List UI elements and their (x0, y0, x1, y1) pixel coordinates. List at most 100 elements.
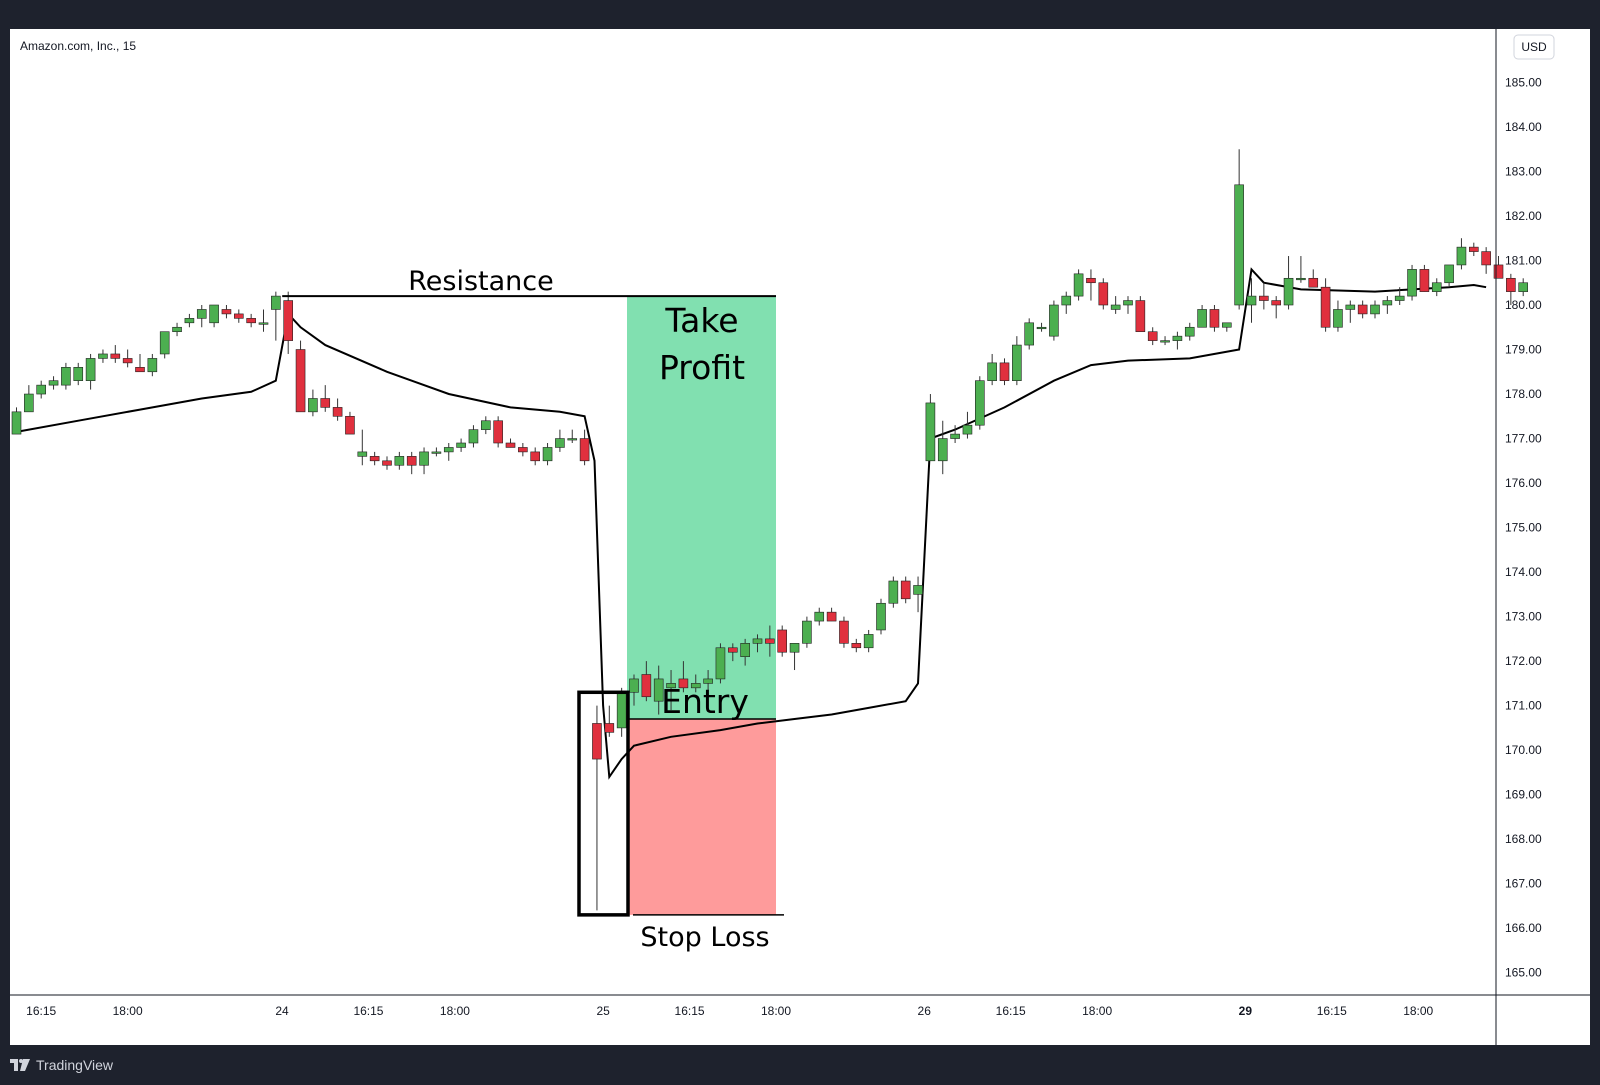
price-tick-label: 175.00 (1505, 521, 1542, 535)
candle (159, 331, 170, 355)
vwap-line (16, 267, 1487, 780)
candle (777, 629, 788, 653)
candle (1073, 273, 1084, 297)
price-tick-label: 183.00 (1505, 164, 1542, 178)
candle (789, 643, 800, 653)
candle (913, 585, 923, 595)
candle (1209, 309, 1220, 328)
candle (1259, 295, 1269, 301)
candle (814, 611, 825, 622)
candle (11, 411, 22, 435)
candle (258, 322, 269, 325)
candle (431, 451, 442, 454)
candle (530, 451, 541, 462)
candle (36, 384, 47, 395)
candle (505, 442, 516, 448)
candle (1456, 246, 1467, 266)
candle (1518, 282, 1528, 292)
stop-loss-zone (627, 719, 776, 915)
candle (1345, 304, 1356, 310)
price-tick-label: 168.00 (1505, 832, 1542, 846)
candle (727, 647, 738, 653)
candle (567, 438, 578, 441)
candle (518, 447, 528, 453)
axes: USD 185.00 184.00 183.00 182.00 181.00 180.00 1… (10, 29, 1590, 1045)
candle (1382, 300, 1393, 306)
candle (616, 691, 627, 729)
candle (641, 674, 652, 698)
candle (61, 367, 71, 386)
time-tick-label: 16:15 (1317, 1004, 1347, 1018)
candle (690, 683, 701, 689)
candle (1357, 304, 1368, 315)
candle (752, 638, 763, 644)
price-tick-label: 167.00 (1505, 877, 1542, 891)
time-tick-label: 16:15 (353, 1004, 383, 1018)
candle (1444, 264, 1454, 284)
candle (888, 580, 899, 604)
candle (184, 318, 195, 324)
candle (1222, 322, 1232, 328)
candle (283, 300, 294, 341)
tradingview-logo-icon (10, 1059, 30, 1071)
price-chart[interactable]: Resistance Take Profit Entry Stop Loss USD 18… (10, 29, 1590, 1045)
time-tick-label: 16:15 (996, 1004, 1026, 1018)
tradingview-brand: TradingView (36, 1057, 114, 1073)
candle (1197, 309, 1207, 328)
trade-zones (627, 296, 776, 915)
candle (24, 393, 34, 413)
candle (419, 451, 429, 466)
candle (1506, 277, 1516, 292)
signal-highlight-box (577, 690, 630, 917)
candle (1308, 277, 1319, 288)
candle (271, 295, 281, 310)
candle (653, 678, 664, 702)
candle (295, 349, 306, 413)
candle (876, 602, 886, 631)
candle (950, 433, 960, 439)
candle (1098, 282, 1109, 306)
resistance-label: Resistance (408, 266, 554, 297)
candle (999, 362, 1010, 381)
candle (1086, 277, 1096, 284)
candle (382, 460, 392, 466)
price-tick-label: 165.00 (1505, 966, 1542, 980)
candle (1061, 295, 1072, 306)
candle (369, 456, 380, 462)
price-tick-label: 174.00 (1505, 565, 1542, 579)
candle (332, 407, 343, 417)
time-tick-label: 18:00 (440, 1004, 470, 1018)
currency-label: USD (1521, 40, 1547, 54)
price-tick-label: 178.00 (1505, 387, 1542, 401)
candle (765, 638, 775, 644)
candle (1469, 246, 1479, 252)
candle (1024, 322, 1035, 346)
candle (209, 304, 219, 324)
candle (962, 424, 973, 435)
candle (937, 438, 948, 462)
candle (925, 402, 936, 462)
candle (1184, 326, 1195, 337)
candle (987, 362, 997, 381)
candle (135, 367, 145, 373)
candle (234, 313, 244, 319)
time-tick-label: 18:00 (1082, 1004, 1112, 1018)
candle (703, 678, 713, 684)
candle (468, 429, 479, 444)
time-tick-label: 18:00 (1403, 1004, 1433, 1018)
candle (740, 643, 750, 657)
candle (110, 353, 121, 359)
trade-annotations: Resistance Take Profit Entry Stop Loss (282, 266, 784, 953)
candle (592, 723, 602, 760)
candle (555, 438, 565, 448)
candle (1012, 344, 1022, 381)
chart-frame: Resistance Take Profit Entry Stop Loss USD 18… (10, 29, 1590, 1045)
candle (1296, 277, 1306, 281)
candle (443, 447, 454, 453)
candle (579, 438, 590, 462)
candle (851, 643, 862, 649)
candle (678, 678, 689, 689)
time-tick-label: 24 (275, 1004, 289, 1018)
candle (802, 620, 812, 644)
candle (715, 647, 726, 680)
